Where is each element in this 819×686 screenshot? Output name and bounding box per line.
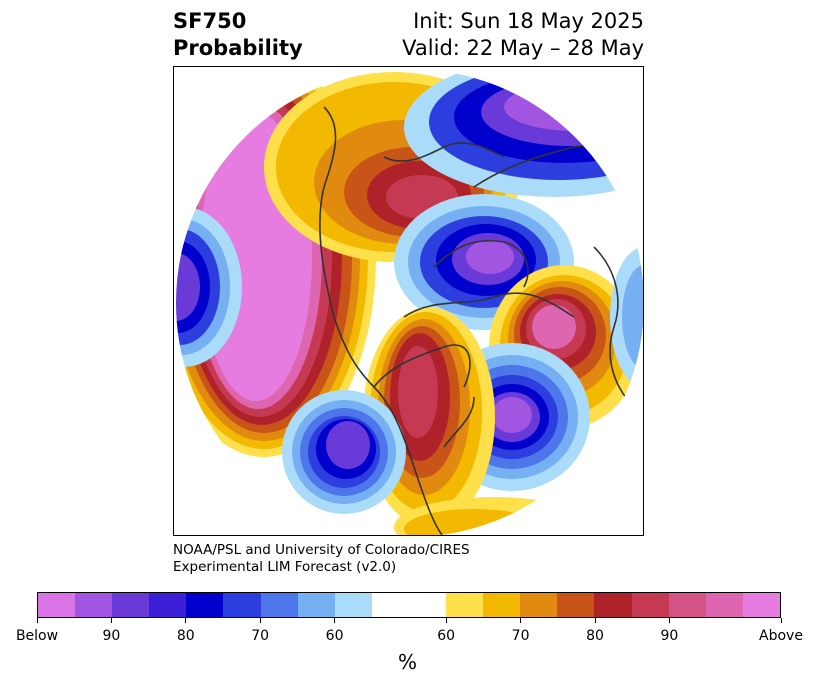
colorbar-segment bbox=[668, 593, 706, 617]
credit-text: NOAA/PSL and University of Colorado/CIRE… bbox=[173, 542, 470, 576]
colorbar-segment bbox=[223, 593, 261, 617]
colorbar-tick-label: 90 bbox=[102, 628, 121, 644]
valid-range: Valid: 22 May – 28 May bbox=[402, 36, 644, 60]
coastlines bbox=[319, 106, 643, 535]
probability-field bbox=[175, 68, 643, 535]
colorbar-tick-mark bbox=[594, 618, 596, 623]
colorbar-tick-label: 80 bbox=[176, 628, 195, 644]
colorbar-tick-label: Below bbox=[15, 628, 59, 644]
colorbar-segment bbox=[371, 593, 447, 617]
polar-map bbox=[173, 66, 644, 536]
colorbar-segment bbox=[260, 593, 298, 617]
western-negative-anomaly bbox=[175, 207, 242, 367]
colorbar-tick-label: 70 bbox=[511, 628, 530, 644]
colorbar-segment bbox=[112, 593, 150, 617]
colorbar-segment bbox=[186, 593, 224, 617]
colorbar-segment bbox=[631, 593, 669, 617]
map-canvas bbox=[174, 67, 643, 535]
colorbar bbox=[37, 592, 781, 618]
colorbar-tick-mark bbox=[520, 618, 522, 623]
title-subtitle: Probability bbox=[173, 36, 303, 60]
colorbar-segment bbox=[297, 593, 335, 617]
forecast-dates: Init: Sun 18 May 2025 Valid: 22 May – 28… bbox=[402, 8, 644, 62]
colorbar-tick-label: 60 bbox=[437, 628, 456, 644]
colorbar-tick-mark bbox=[334, 618, 336, 623]
colorbar-tick-mark bbox=[36, 618, 38, 623]
colorbar-tick-mark bbox=[259, 618, 261, 623]
map-title: SF750 Probability bbox=[173, 8, 303, 62]
colorbar-tick-mark bbox=[110, 618, 112, 623]
credit-line-2: Experimental LIM Forecast (v2.0) bbox=[173, 559, 397, 575]
colorbar-segment bbox=[705, 593, 743, 617]
colorbar-tick-label: 90 bbox=[660, 628, 679, 644]
far-east-negative-anomaly bbox=[610, 247, 643, 387]
colorbar-tick-label: 70 bbox=[251, 628, 270, 644]
colorbar-segment bbox=[75, 593, 113, 617]
colorbar-unit-label: % bbox=[398, 650, 418, 674]
colorbar-segment bbox=[334, 593, 372, 617]
western-us-negative-anomaly bbox=[282, 390, 406, 514]
colorbar-tick-mark bbox=[668, 618, 670, 623]
colorbar-tick-label: Above bbox=[759, 628, 803, 644]
credit-line-1: NOAA/PSL and University of Colorado/CIRE… bbox=[173, 542, 470, 558]
colorbar-tick-mark bbox=[185, 618, 187, 623]
colorbar-tick-mark bbox=[445, 618, 447, 623]
colorbar-tick-label: 60 bbox=[325, 628, 344, 644]
colorbar-segment bbox=[520, 593, 558, 617]
colorbar-segment bbox=[446, 593, 484, 617]
colorbar-segment bbox=[742, 593, 780, 617]
init-date: Init: Sun 18 May 2025 bbox=[413, 9, 644, 33]
colorbar-segment bbox=[483, 593, 521, 617]
colorbar-segment bbox=[38, 593, 76, 617]
title-variable: SF750 bbox=[173, 9, 247, 33]
colorbar-segment bbox=[557, 593, 595, 617]
colorbar-segment bbox=[594, 593, 632, 617]
colorbar-segment bbox=[149, 593, 187, 617]
colorbar-tick-mark bbox=[780, 618, 782, 623]
colorbar-tick-label: 80 bbox=[586, 628, 604, 644]
